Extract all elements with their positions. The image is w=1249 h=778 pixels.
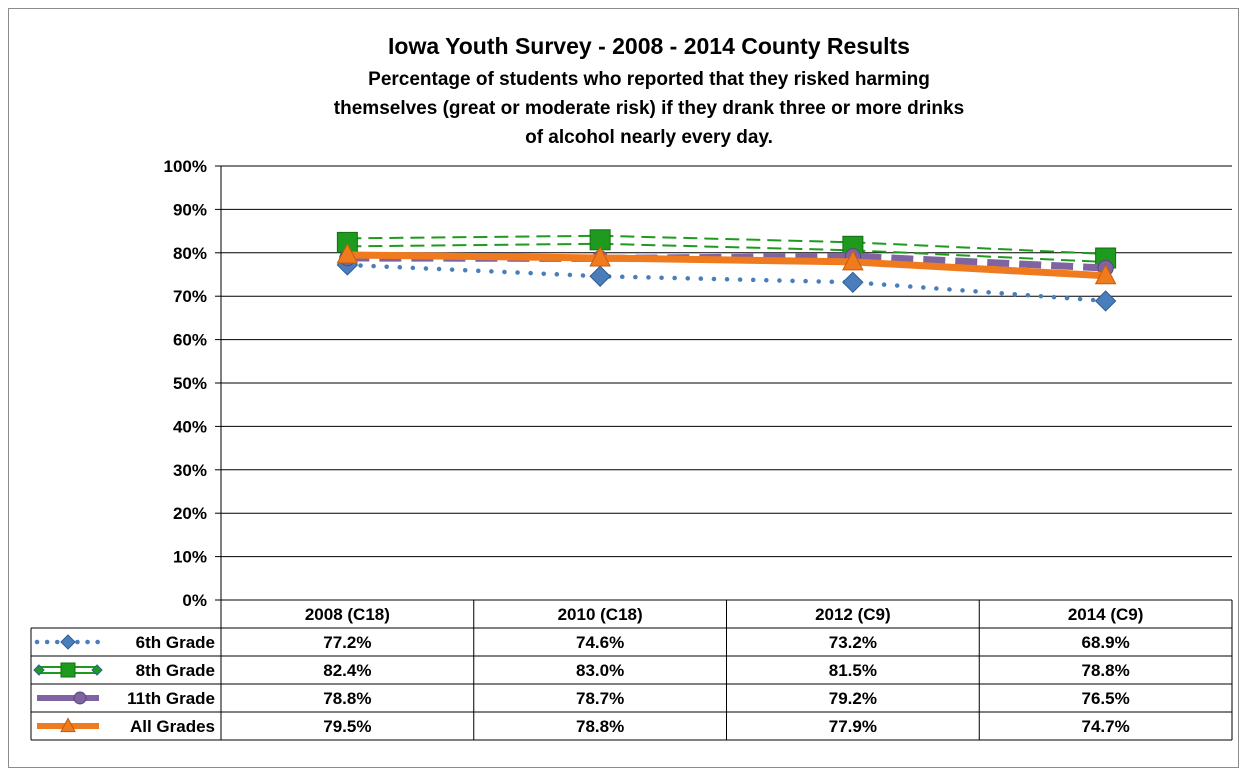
data-label: 74.6% bbox=[576, 633, 624, 652]
y-tick-label: 10% bbox=[173, 548, 207, 567]
series-line bbox=[347, 242, 1106, 264]
data-label: 79.5% bbox=[323, 717, 371, 736]
subtitle-line: themselves (great or moderate risk) if t… bbox=[334, 98, 964, 119]
gridlines bbox=[221, 165, 1232, 601]
subtitle-line: of alcohol nearly every day. bbox=[525, 127, 773, 148]
y-tick-label: 80% bbox=[173, 244, 207, 263]
y-tick-label: 50% bbox=[173, 374, 207, 393]
series-name: All Grades bbox=[130, 717, 215, 736]
data-label: 82.4% bbox=[323, 661, 371, 680]
data-label: 78.8% bbox=[576, 717, 624, 736]
series-line bbox=[345, 262, 1108, 304]
data-point bbox=[336, 242, 359, 264]
series-name: 6th Grade bbox=[136, 633, 215, 652]
y-tick-label: 40% bbox=[173, 417, 207, 436]
category-label: 2014 (C9) bbox=[1068, 605, 1144, 624]
legend-key-end bbox=[33, 664, 45, 676]
y-axis: 0% 10% 20% 30% 40% 50% 60% 70% 80% 90% 100% bbox=[164, 157, 222, 610]
data-label: 78.8% bbox=[323, 689, 371, 708]
data-point bbox=[1094, 290, 1117, 312]
line-chart: Iowa Youth Survey - 2008 - 2014 County R… bbox=[30, 33, 1233, 741]
category-label: 2012 (C9) bbox=[815, 605, 891, 624]
series-line bbox=[347, 234, 1106, 256]
data-label: 81.5% bbox=[829, 661, 877, 680]
data-label: 74.7% bbox=[1082, 717, 1130, 736]
data-table: 2008 (C18) 2010 (C18) 2012 (C9) 2014 (C9) 6t… bbox=[30, 600, 1233, 741]
series-line bbox=[347, 251, 1106, 280]
y-tick-label: 90% bbox=[173, 200, 207, 219]
data-point bbox=[1094, 263, 1117, 285]
category-label: 2008 (C18) bbox=[305, 605, 390, 624]
legend-key-marker bbox=[60, 634, 76, 650]
legend-key-marker bbox=[73, 691, 87, 705]
data-point bbox=[842, 249, 864, 271]
y-tick-label: 100% bbox=[164, 157, 207, 176]
series-group bbox=[336, 229, 1117, 312]
y-tick-label: 0% bbox=[182, 591, 207, 610]
data-point bbox=[589, 265, 611, 287]
legend-key-end bbox=[91, 664, 103, 676]
data-label: 83.0% bbox=[576, 661, 624, 680]
data-point bbox=[589, 245, 611, 267]
data-label: 78.8% bbox=[1082, 661, 1130, 680]
data-label: 78.7% bbox=[576, 689, 624, 708]
legend-key-marker bbox=[60, 717, 76, 733]
category-label: 2010 (C18) bbox=[558, 605, 643, 624]
chart-frame: Iowa Youth Survey - 2008 - 2014 County R… bbox=[8, 8, 1239, 768]
y-tick-label: 60% bbox=[173, 331, 207, 350]
data-label: 77.2% bbox=[323, 633, 371, 652]
y-tick-label: 30% bbox=[173, 461, 207, 480]
data-label: 79.2% bbox=[829, 689, 877, 708]
chart-title: Iowa Youth Survey - 2008 - 2014 County R… bbox=[388, 33, 910, 59]
series-name: 11th Grade bbox=[127, 689, 215, 708]
data-label: 68.9% bbox=[1082, 633, 1130, 652]
series-name: 8th Grade bbox=[136, 661, 215, 680]
data-point bbox=[842, 271, 864, 294]
chart-subtitle: Percentage of students who reported that… bbox=[334, 69, 964, 148]
data-label: 77.9% bbox=[829, 717, 877, 736]
y-tick-label: 70% bbox=[173, 287, 207, 306]
legend-key-marker bbox=[60, 662, 76, 678]
subtitle-line: Percentage of students who reported that… bbox=[368, 69, 930, 90]
data-label: 73.2% bbox=[829, 633, 877, 652]
data-label: 76.5% bbox=[1082, 689, 1130, 708]
y-tick-label: 20% bbox=[173, 504, 207, 523]
